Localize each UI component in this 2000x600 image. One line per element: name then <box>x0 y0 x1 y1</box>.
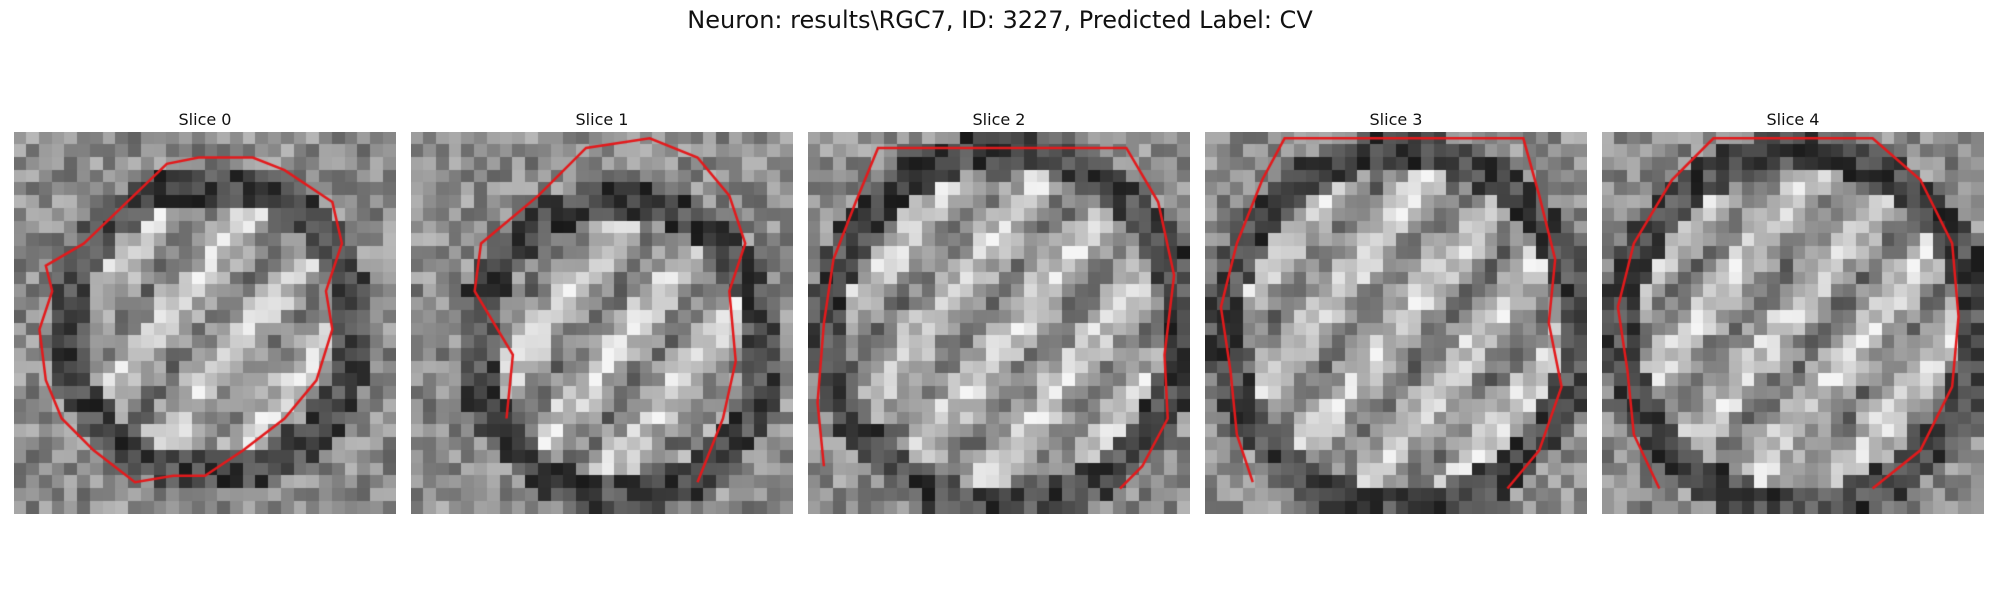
slice-title: Slice 4 <box>1766 110 1820 129</box>
figure-title: Neuron: results\RGC7, ID: 3227, Predicte… <box>687 6 1313 34</box>
slice-panel-0: Slice 0 <box>14 108 396 514</box>
slice-title: Slice 3 <box>1369 110 1423 129</box>
slice-image <box>808 132 1190 514</box>
slice-image <box>1205 132 1587 514</box>
slice-image <box>1602 132 1984 514</box>
slice-panel-3: Slice 3 <box>1205 108 1587 514</box>
slice-image <box>411 132 793 514</box>
slice-panel-2: Slice 2 <box>808 108 1190 514</box>
slice-title: Slice 2 <box>972 110 1026 129</box>
slice-panel-4: Slice 4 <box>1602 108 1984 514</box>
slice-title: Slice 1 <box>575 110 629 129</box>
slice-panel-1: Slice 1 <box>411 108 793 514</box>
slice-image <box>14 132 396 514</box>
slice-title: Slice 0 <box>178 110 232 129</box>
